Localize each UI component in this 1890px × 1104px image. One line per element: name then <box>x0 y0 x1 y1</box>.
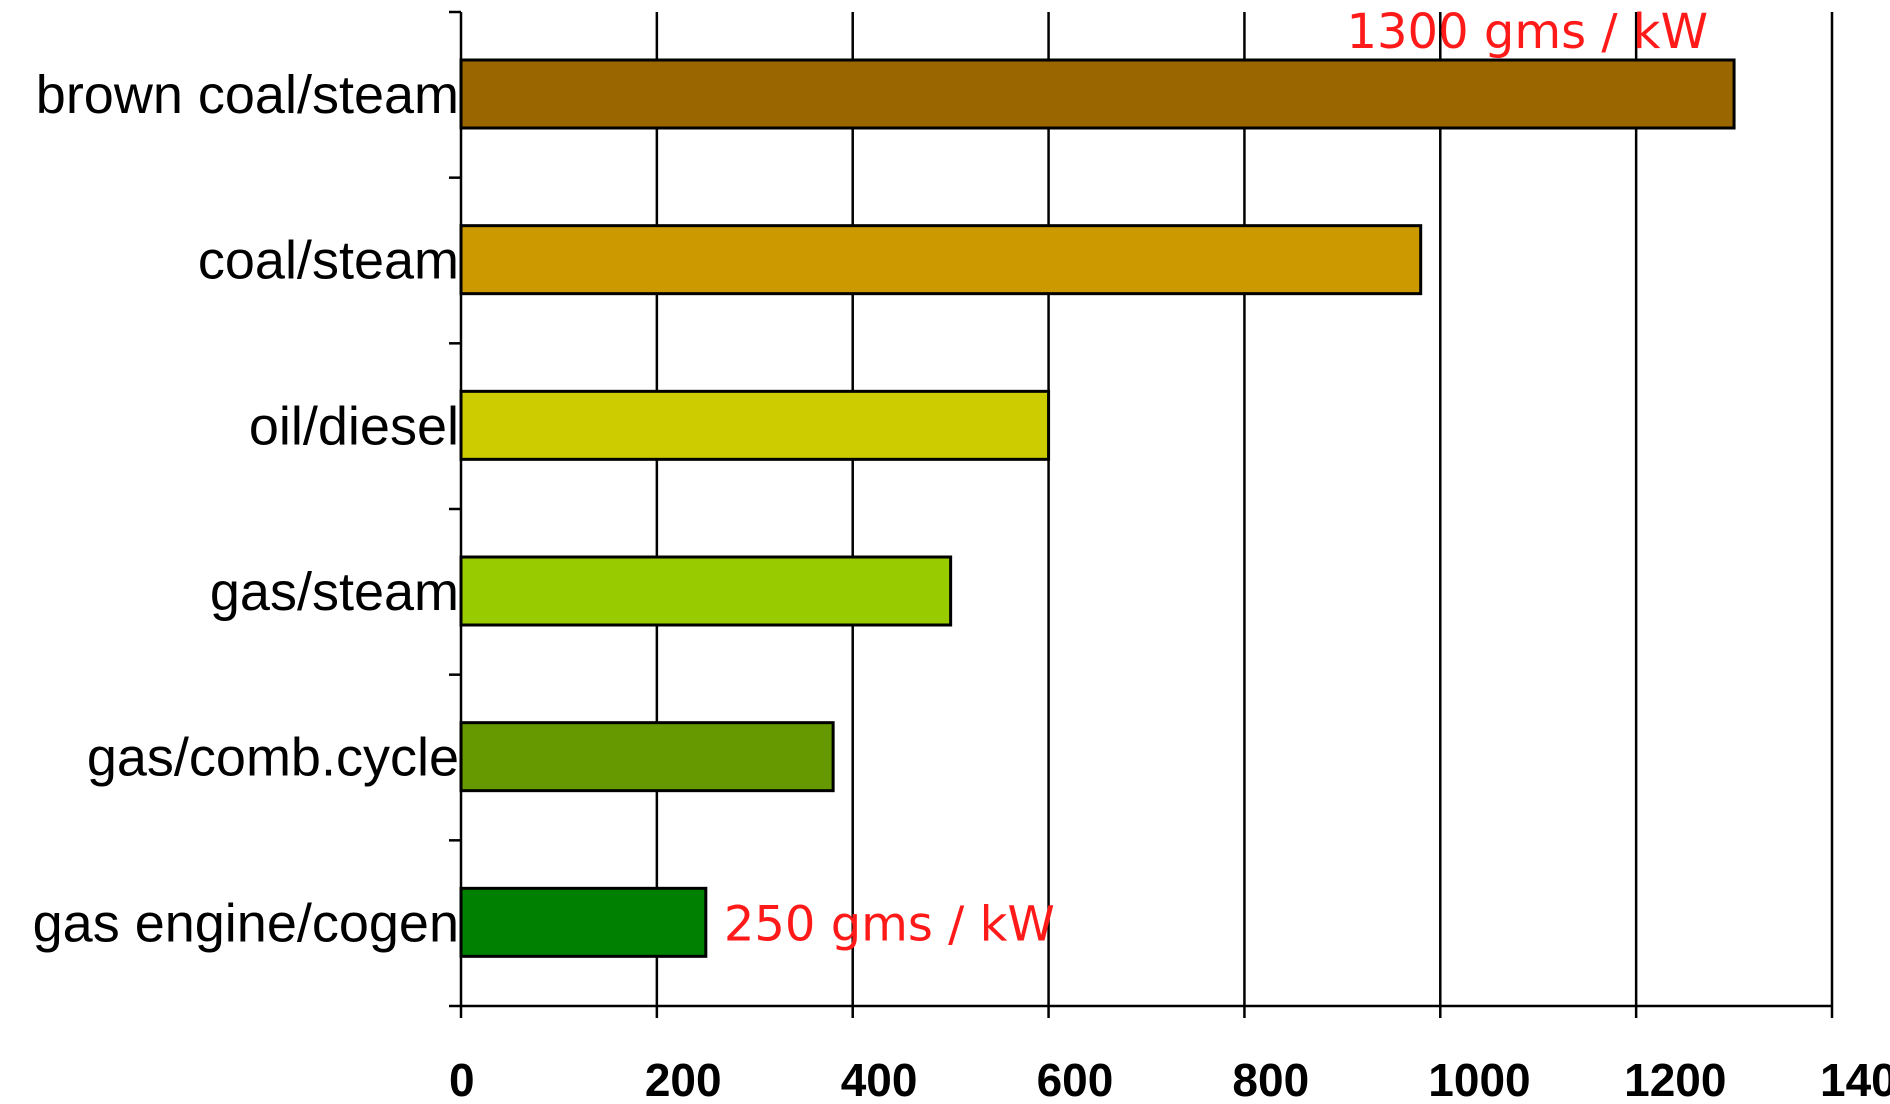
gridlines <box>655 12 1834 1006</box>
x-tick-labels: 0 200 400 600 800 1000 1200 1400 <box>449 1054 1890 1104</box>
bar <box>459 721 835 793</box>
category-label: oil/diesel <box>249 396 459 456</box>
category-labels: brown coal/steam coal/steam oil/diesel gas/… <box>33 65 459 953</box>
axes <box>449 10 1834 1018</box>
bar <box>459 389 1051 461</box>
category-label: brown coal/steam <box>36 65 459 125</box>
category-label: gas engine/cogen <box>33 893 459 953</box>
x-tick-label: 400 <box>841 1054 918 1104</box>
bar <box>459 886 708 958</box>
x-tick-label: 1000 <box>1428 1054 1530 1104</box>
category-label: gas/steam <box>210 562 459 622</box>
category-label: gas/comb.cycle <box>87 728 459 788</box>
x-tick-label: 200 <box>645 1054 722 1104</box>
annotation-label: 250 gms / kW <box>724 896 1055 952</box>
category-label: coal/steam <box>198 231 459 291</box>
bar <box>459 555 953 627</box>
bar <box>459 224 1423 296</box>
bars <box>459 58 1736 958</box>
bar <box>459 58 1736 130</box>
x-tick-label: 1400 <box>1820 1054 1890 1104</box>
x-tick-label: 600 <box>1037 1054 1114 1104</box>
annotation-label: 1300 gms / kW <box>1346 4 1708 60</box>
annotations: 1300 gms / kW 250 gms / kW <box>724 4 1708 952</box>
x-tick-label: 800 <box>1232 1054 1309 1104</box>
x-tick-label: 0 <box>449 1054 475 1104</box>
x-tick-label: 1200 <box>1624 1054 1726 1104</box>
